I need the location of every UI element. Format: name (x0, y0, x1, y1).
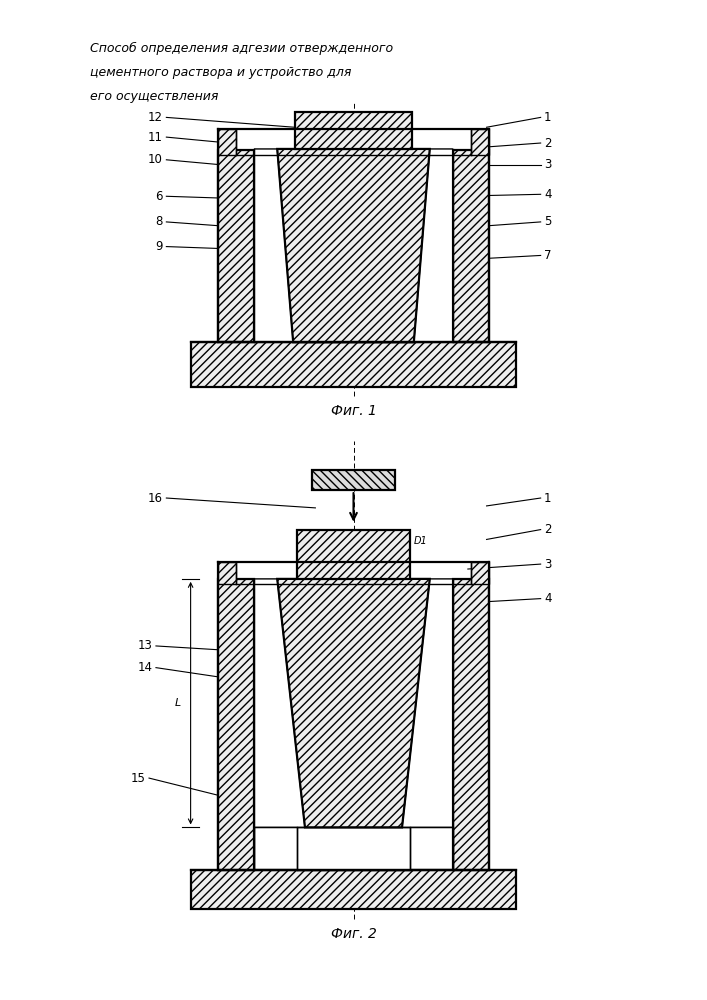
Bar (218, 579, 255, 870)
Text: Фиг. 1: Фиг. 1 (331, 404, 376, 418)
Bar (191, 342, 516, 387)
Polygon shape (402, 579, 452, 827)
Text: 6: 6 (156, 190, 163, 203)
Bar (191, 870, 516, 909)
Text: 14: 14 (137, 661, 153, 674)
Polygon shape (255, 579, 305, 827)
Text: Фиг. 2: Фиг. 2 (331, 927, 376, 941)
Text: цементного раствора и устройство для: цементного раствора и устройство для (90, 66, 351, 79)
Text: 8: 8 (156, 215, 163, 228)
Text: D2: D2 (406, 808, 419, 818)
Text: 1: 1 (544, 111, 551, 124)
Bar (472, 562, 489, 584)
Text: L: L (175, 698, 181, 708)
Text: 3: 3 (544, 158, 551, 171)
Text: 10: 10 (148, 153, 163, 166)
Polygon shape (255, 149, 293, 342)
Bar (295, 112, 412, 149)
Text: 16: 16 (148, 492, 163, 505)
Polygon shape (414, 149, 452, 342)
Bar (452, 150, 489, 342)
Text: 4: 4 (544, 188, 551, 201)
Text: 1: 1 (544, 492, 551, 505)
Text: 9: 9 (156, 240, 163, 253)
Bar (218, 150, 255, 342)
Text: 11: 11 (148, 131, 163, 144)
Bar (312, 470, 395, 490)
Text: 7: 7 (544, 249, 551, 262)
Text: 4: 4 (544, 592, 551, 605)
Text: Способ определения адгезии отвержденного: Способ определения адгезии отвержденного (90, 41, 393, 55)
Text: 12: 12 (148, 111, 163, 124)
Text: D1: D1 (414, 536, 428, 546)
Bar (218, 129, 235, 155)
Polygon shape (277, 149, 430, 342)
Bar (472, 129, 489, 155)
Text: 15: 15 (131, 772, 146, 785)
Text: его осуществления: его осуществления (90, 90, 218, 103)
Text: 2: 2 (544, 137, 551, 150)
Text: 5: 5 (544, 215, 551, 228)
Bar (452, 579, 489, 870)
Bar (218, 562, 235, 584)
Polygon shape (277, 579, 430, 827)
Bar (297, 827, 410, 870)
Text: 3: 3 (544, 558, 551, 571)
Text: 13: 13 (138, 639, 153, 652)
Bar (297, 530, 410, 579)
Text: 2: 2 (544, 523, 551, 536)
